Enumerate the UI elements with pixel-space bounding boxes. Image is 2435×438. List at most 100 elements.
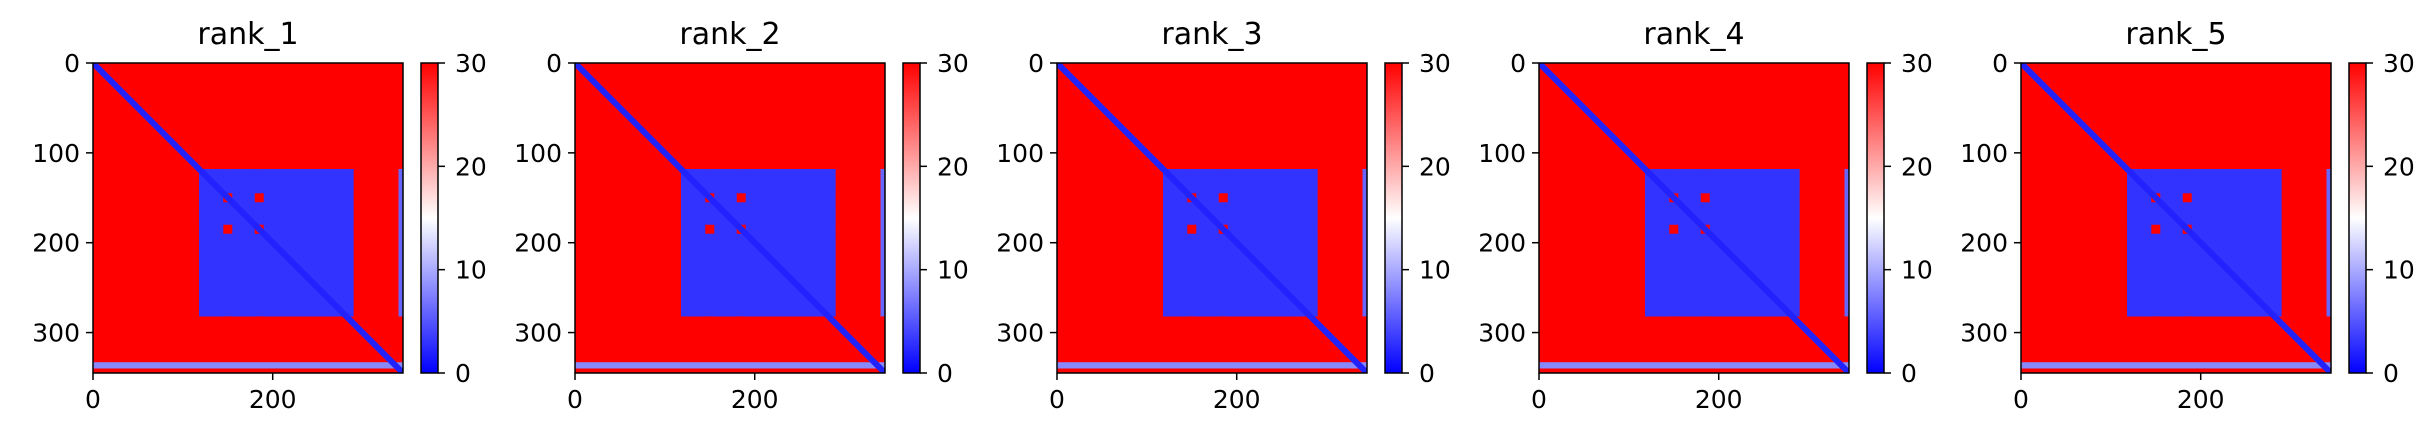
heatmap-block-cell (1539, 362, 1849, 369)
x-tick-label: 200 (1213, 385, 1261, 414)
heatmap-cells (1057, 63, 1367, 373)
panel-title: rank_4 (1643, 17, 1744, 52)
heatmap-block-cell (575, 362, 885, 369)
y-tick-label: 200 (1960, 229, 2008, 258)
axes-frame (1538, 62, 1850, 374)
heatmap-diagonal (1057, 63, 1367, 373)
y-tick-label: 200 (1478, 229, 1526, 258)
heatmap-block-cell (232, 169, 255, 317)
axes-frame (574, 62, 886, 374)
colorbar-tick-label: 30 (2383, 49, 2415, 78)
axes-frame (92, 62, 404, 374)
heatmap-cells (2021, 63, 2331, 373)
heatmap-block-cell (1057, 362, 1367, 369)
colorbar (2348, 62, 2367, 374)
colorbar-tick-label: 30 (937, 49, 969, 78)
heatmap-block-cell (714, 169, 737, 317)
colorbar-tick-label: 0 (1901, 359, 1917, 388)
colorbar-tick-label: 10 (455, 256, 487, 285)
heatmap-block-cell (681, 169, 706, 317)
axes-frame (2020, 62, 2332, 374)
heatmap-diagonal (1539, 63, 1849, 373)
heatmap-block-cell (1844, 169, 1849, 317)
y-tick-label: 200 (514, 229, 562, 258)
heatmap-panel: rank_4 0 200 0 100 200 300 0 10 20 30 (1478, 17, 1933, 414)
x-tick-label: 0 (2013, 385, 2029, 414)
heatmap-block-cell (1227, 169, 1318, 317)
y-tick-label: 0 (546, 49, 562, 78)
heatmap-block-cell (398, 169, 403, 317)
colorbar-tick-label: 10 (1901, 256, 1933, 285)
y-tick-label: 100 (996, 139, 1044, 168)
heatmap-diagonal (575, 63, 885, 373)
heatmap-block-cell (2160, 169, 2183, 317)
heatmap-panel: rank_3 0 200 0 100 200 300 0 10 20 30 (996, 17, 1451, 414)
heatmap-panel: rank_5 0 200 0 100 200 300 0 10 20 30 (1960, 17, 2415, 414)
y-tick-label: 200 (32, 229, 80, 258)
heatmap-cells (1539, 63, 1849, 373)
x-tick-label: 0 (1531, 385, 1547, 414)
y-tick-label: 100 (1960, 139, 2008, 168)
heatmap-block-cell (93, 362, 403, 369)
colorbar-tick-label: 20 (1419, 152, 1451, 181)
heatmap-cells (93, 63, 403, 373)
heatmap-block-cell (2021, 362, 2331, 369)
x-tick-label: 0 (85, 385, 101, 414)
heatmap-panel: rank_1 0 200 0 100 200 300 0 10 20 30 (32, 17, 487, 414)
y-tick-label: 0 (1028, 49, 1044, 78)
y-tick-label: 300 (32, 319, 80, 348)
y-tick-label: 300 (1478, 319, 1526, 348)
x-tick-label: 200 (731, 385, 779, 414)
panel-title: rank_3 (1161, 17, 1262, 52)
heatmap-block-cell (880, 169, 885, 317)
colorbar-tick-label: 30 (1419, 49, 1451, 78)
heatmap-block-cell (2127, 169, 2152, 317)
heatmap-block-cell (1362, 169, 1367, 317)
y-tick-label: 0 (1992, 49, 2008, 78)
panel-title: rank_5 (2125, 17, 2226, 52)
colorbar-tick-label: 30 (1901, 49, 1933, 78)
heatmap-block-cell (745, 169, 836, 317)
x-tick-label: 0 (567, 385, 583, 414)
colorbar-tick-label: 0 (937, 359, 953, 388)
y-tick-label: 200 (996, 229, 1044, 258)
panel-title: rank_2 (679, 17, 780, 52)
heatmap-block-cell (263, 169, 354, 317)
heatmap-panel: rank_2 0 200 0 100 200 300 0 10 20 30 (514, 17, 969, 414)
colorbar-tick-label: 20 (2383, 152, 2415, 181)
heatmap-block-cell (2191, 169, 2282, 317)
y-tick-label: 100 (32, 139, 80, 168)
colorbar (1866, 62, 1885, 374)
y-tick-label: 0 (64, 49, 80, 78)
colorbar-tick-label: 20 (1901, 152, 1933, 181)
heatmap-block-cell (1709, 169, 1800, 317)
y-tick-label: 300 (996, 319, 1044, 348)
panel-title: rank_1 (197, 17, 298, 52)
y-tick-label: 0 (1510, 49, 1526, 78)
colorbar (420, 62, 439, 374)
colorbar-tick-label: 30 (455, 49, 487, 78)
heatmap-block-cell (199, 169, 224, 317)
colorbar-tick-label: 10 (2383, 256, 2415, 285)
x-tick-label: 0 (1049, 385, 1065, 414)
heatmap-block-cell (1196, 169, 1219, 317)
colorbar-tick-label: 0 (455, 359, 471, 388)
heatmap-block-cell (2326, 169, 2331, 317)
heatmap-block-cell (1645, 169, 1670, 317)
heatmap-block-cell (1163, 169, 1188, 317)
colorbar (902, 62, 921, 374)
heatmap-diagonal (2021, 63, 2331, 373)
colorbar-tick-label: 0 (1419, 359, 1435, 388)
colorbar (1384, 62, 1403, 374)
heatmap-block-cell (1678, 169, 1701, 317)
y-tick-label: 100 (514, 139, 562, 168)
y-tick-label: 100 (1478, 139, 1526, 168)
colorbar-tick-label: 20 (937, 152, 969, 181)
colorbar-tick-label: 20 (455, 152, 487, 181)
heatmap-diagonal (93, 63, 403, 373)
x-tick-label: 200 (1695, 385, 1743, 414)
colorbar-tick-label: 10 (1419, 256, 1451, 285)
y-tick-label: 300 (514, 319, 562, 348)
colorbar-tick-label: 10 (937, 256, 969, 285)
